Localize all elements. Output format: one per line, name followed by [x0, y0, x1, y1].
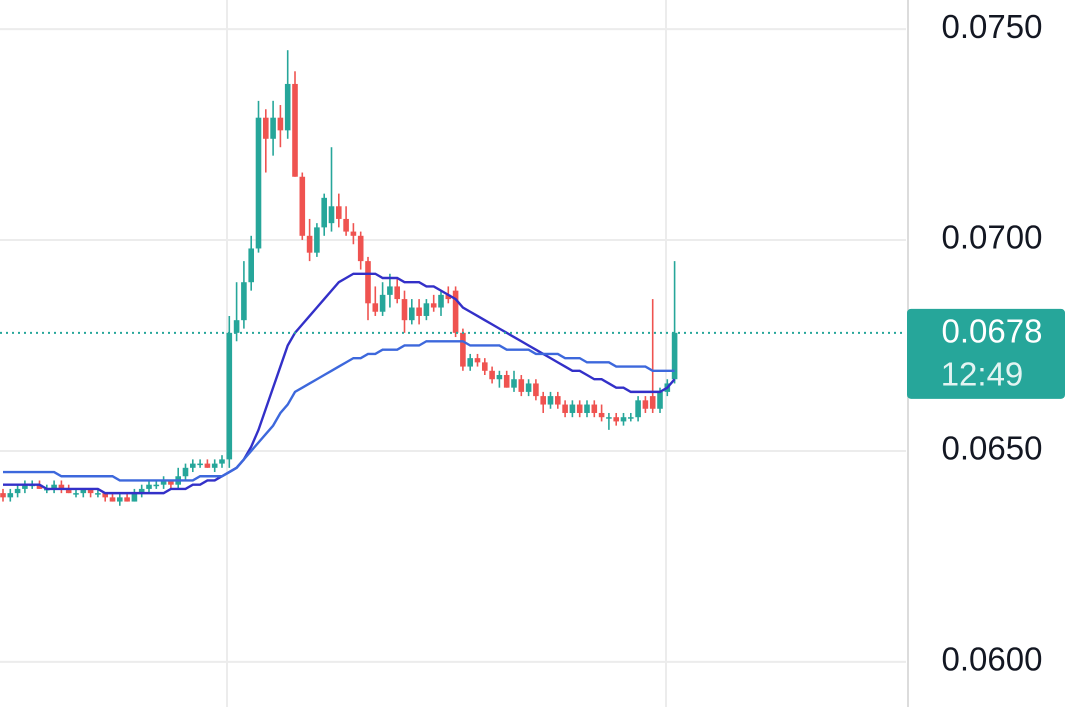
candle-body — [233, 320, 240, 333]
candle-body — [160, 480, 167, 485]
candle-body — [314, 227, 320, 253]
candle-body — [124, 497, 130, 502]
candle-body — [357, 235, 364, 262]
candle-body — [649, 396, 656, 409]
candle-body — [533, 383, 539, 397]
candle-body — [14, 488, 21, 494]
candle-body — [80, 488, 87, 494]
candle-body — [401, 299, 408, 321]
candle-body — [379, 294, 386, 312]
candle-body — [117, 497, 123, 502]
candle-body — [168, 480, 174, 485]
candle-body — [87, 488, 94, 494]
candle-body — [284, 83, 291, 131]
candle-body — [467, 358, 473, 367]
moving-average-line — [3, 272, 676, 495]
candle-body — [620, 417, 627, 422]
candle-body — [489, 370, 495, 380]
candle-body — [430, 303, 437, 308]
candle-body — [387, 286, 393, 295]
candle-body — [423, 303, 430, 316]
candle-body — [657, 391, 663, 409]
candle-body — [547, 396, 554, 405]
candle-body — [65, 488, 72, 494]
candle-body — [226, 332, 233, 460]
candle-body — [336, 206, 342, 219]
candle-body — [299, 176, 306, 236]
candle-body — [138, 488, 145, 494]
candle-body — [569, 404, 576, 413]
candle-body — [409, 307, 415, 321]
last-price-label: 0.0678 — [942, 313, 1043, 350]
candle-body — [131, 493, 138, 502]
candle-body — [211, 463, 218, 468]
candle-body — [73, 493, 79, 495]
candle-body — [321, 197, 327, 228]
candle-body — [562, 404, 568, 413]
candle-body — [292, 83, 298, 177]
candle-body — [518, 379, 525, 392]
candle-body — [394, 286, 400, 300]
candle-body — [190, 463, 196, 468]
y-tick-label: 0.0650 — [942, 430, 1043, 467]
candle-body — [482, 362, 488, 371]
candle-body — [343, 218, 349, 232]
candle-body — [241, 282, 247, 321]
candle-body — [219, 459, 225, 464]
candle-body — [591, 404, 598, 413]
moving-average-line — [3, 340, 675, 482]
candle-body — [460, 332, 466, 367]
candle-body — [365, 261, 371, 304]
candle-body — [263, 117, 269, 139]
candle-body — [36, 484, 43, 489]
candle-body — [7, 493, 14, 498]
candle-body — [204, 463, 211, 468]
candle-body — [255, 117, 262, 249]
candle-body — [153, 484, 160, 487]
candle-body — [606, 417, 612, 419]
candle-body — [102, 493, 108, 498]
candle-body — [584, 404, 590, 413]
candle-body — [511, 379, 517, 388]
candle-body — [598, 412, 605, 418]
candle-body — [306, 235, 313, 253]
candle-body — [51, 484, 57, 489]
candle-body — [22, 484, 28, 489]
y-tick-label: 0.0700 — [942, 219, 1043, 256]
candle-body — [182, 467, 189, 477]
candle-body — [350, 231, 357, 236]
candle-body — [438, 294, 444, 308]
y-tick-label: 0.0600 — [942, 641, 1043, 678]
candle-body — [0, 493, 6, 498]
candle-body — [613, 417, 619, 422]
candle-body — [628, 417, 634, 419]
candle-body — [146, 484, 152, 489]
candle-body — [109, 497, 116, 502]
candle-body — [197, 463, 203, 466]
candle-body — [576, 404, 583, 413]
y-tick-label: 0.0750 — [942, 8, 1043, 45]
candle-body — [372, 303, 379, 312]
candle-body — [58, 484, 65, 489]
candle-body — [496, 375, 503, 380]
candle-body — [452, 290, 459, 333]
candle-body — [270, 117, 276, 139]
candle-body — [277, 117, 284, 131]
candle-body — [445, 294, 452, 300]
candle-body — [540, 396, 546, 405]
candle-body — [248, 248, 254, 283]
candle-body — [555, 396, 561, 405]
candle-body — [671, 332, 678, 380]
candle-body — [525, 383, 532, 392]
candle-body — [328, 206, 335, 224]
last-price-box — [907, 308, 1065, 399]
candle-body — [642, 400, 649, 409]
countdown-label: 12:49 — [941, 356, 1024, 393]
candle-body — [416, 307, 422, 316]
candle-body — [503, 375, 510, 388]
candle-body — [95, 493, 101, 495]
candle-body — [635, 400, 641, 418]
candle-body — [474, 358, 481, 363]
